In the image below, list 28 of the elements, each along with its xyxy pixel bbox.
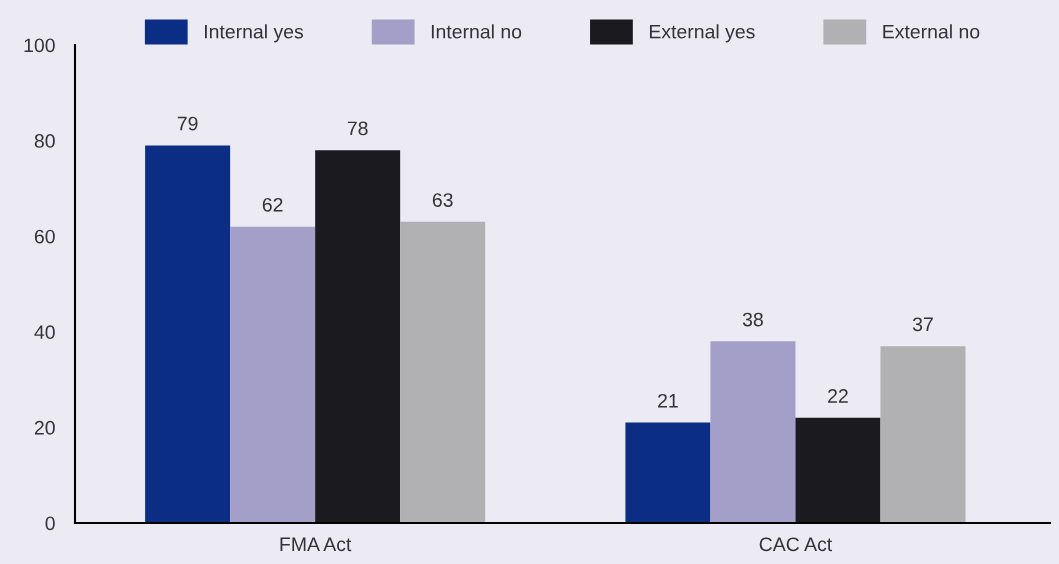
bar: [315, 150, 401, 523]
data-label: 21: [658, 393, 678, 408]
data-label: 62: [262, 197, 283, 212]
data-label: 79: [177, 116, 198, 131]
y-tick-label: 20: [34, 420, 55, 435]
y-tick-label: 80: [34, 134, 55, 148]
y-tick-label: 40: [34, 325, 55, 340]
data-label: 22: [828, 389, 848, 403]
data-label: 63: [432, 193, 453, 207]
legend-label: Internal no: [431, 24, 522, 39]
x-tick-label: CAC Act: [759, 537, 833, 552]
data-label: 38: [742, 312, 763, 327]
bar: [880, 346, 966, 523]
bar: [230, 226, 316, 523]
data-label: 78: [347, 121, 368, 136]
bar: [625, 422, 711, 523]
y-tick-label: 60: [34, 229, 55, 244]
bar: [145, 145, 231, 523]
legend-label: External no: [883, 24, 980, 39]
x-tick-label: FMA Act: [280, 537, 352, 552]
data-label: 37: [912, 317, 933, 332]
legend-label: External yes: [649, 24, 755, 43]
legend-label: Internal yes: [205, 24, 304, 43]
bar: [710, 341, 796, 523]
y-tick-label: 100: [24, 38, 55, 53]
bar: [400, 221, 486, 523]
bar: [795, 417, 881, 523]
y-tick-label: 0: [45, 516, 55, 531]
